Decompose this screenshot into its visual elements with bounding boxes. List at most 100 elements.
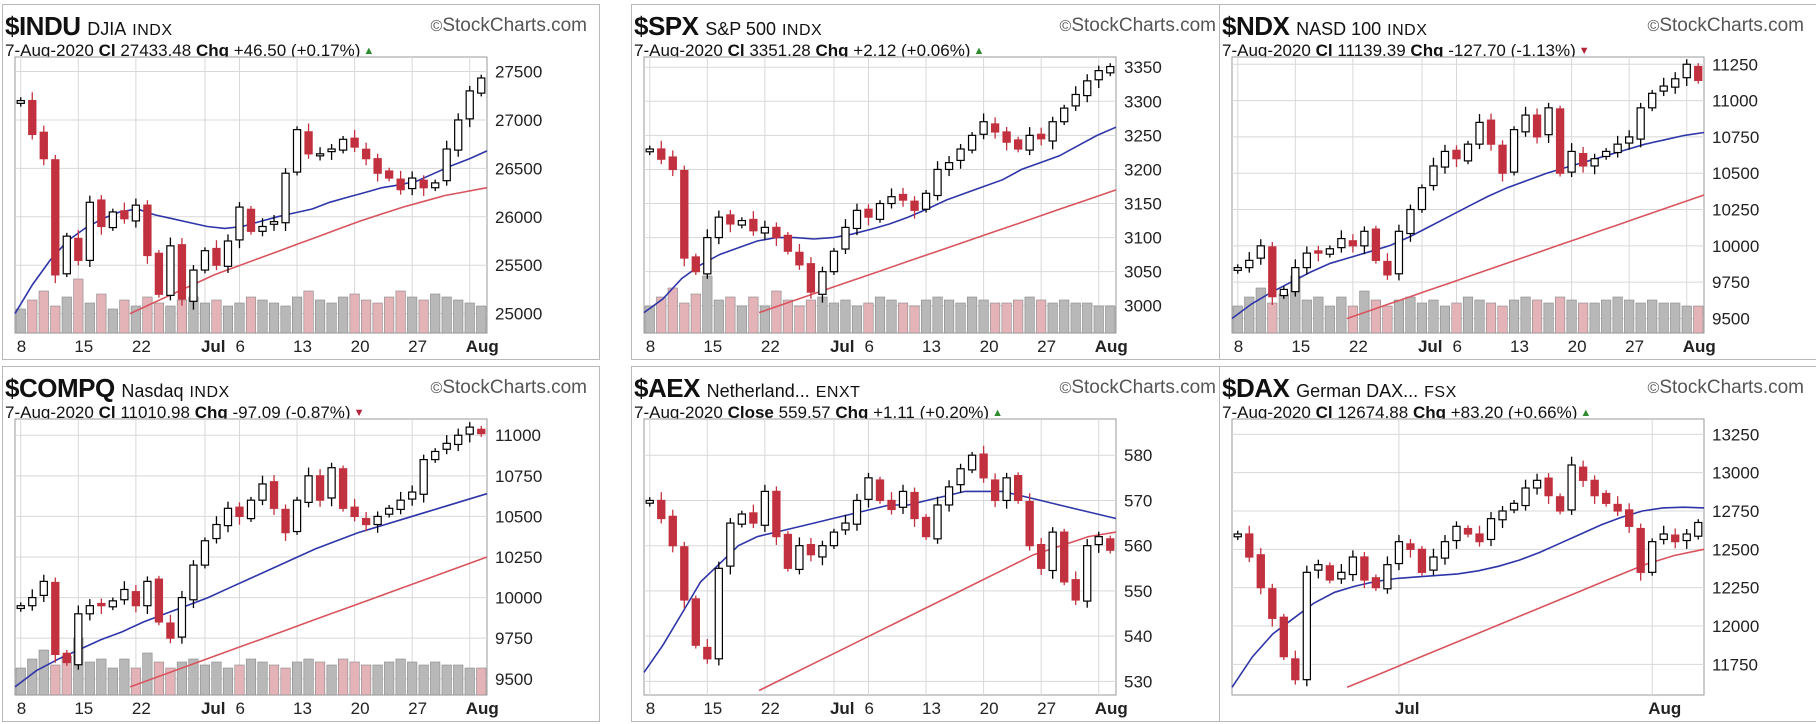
volume-bar bbox=[944, 299, 955, 334]
volume-bar bbox=[84, 661, 95, 696]
candle-body bbox=[956, 148, 965, 162]
candle-body bbox=[841, 226, 850, 250]
stat-date: 7-Aug-2020 bbox=[5, 403, 99, 422]
volume-bar bbox=[1347, 305, 1358, 334]
volume-bar bbox=[1670, 302, 1681, 334]
candle-body bbox=[806, 543, 816, 556]
candle-body bbox=[327, 467, 336, 499]
volume-bar bbox=[326, 664, 337, 696]
brand-text: StockCharts.com bbox=[1659, 15, 1804, 36]
y-tick-label: 11000 bbox=[1712, 92, 1758, 111]
volume-bar bbox=[1278, 293, 1289, 334]
volume-bar bbox=[349, 293, 360, 334]
candle-body bbox=[269, 221, 279, 225]
candle-body bbox=[1544, 107, 1553, 136]
chart-panel-aex[interactable]: $AEX Netherland... ENXT ©StockCharts.com … bbox=[631, 366, 1229, 722]
x-tick-label: 20 bbox=[351, 699, 370, 718]
volume-bar bbox=[96, 658, 107, 696]
x-tick-label: Jul bbox=[201, 699, 226, 718]
volume-bar bbox=[38, 290, 49, 334]
volume-bar bbox=[1313, 296, 1324, 334]
volume-bar bbox=[176, 661, 187, 696]
candle-body bbox=[235, 506, 244, 518]
candle-body bbox=[281, 508, 290, 534]
y-tick-label: 9750 bbox=[1712, 273, 1750, 292]
chart-panel-ndx[interactable]: $NDX NASD 100 INDX ©StockCharts.com 7-Aug… bbox=[1219, 4, 1816, 360]
x-tick-label: 27 bbox=[1037, 337, 1056, 356]
plot-frame bbox=[643, 56, 1117, 334]
volume-bar bbox=[464, 667, 475, 696]
close-value: 11010.98 bbox=[120, 403, 195, 422]
candle-body bbox=[419, 458, 428, 495]
x-tick-label: 22 bbox=[1349, 337, 1368, 356]
volume-bar bbox=[1382, 305, 1393, 334]
candle-body bbox=[1406, 208, 1415, 235]
volume-bar bbox=[1589, 302, 1600, 334]
y-tick-label: 3350 bbox=[1124, 58, 1162, 77]
candle-body bbox=[281, 172, 290, 224]
candle-body bbox=[177, 596, 187, 638]
symbol: $DAX German DAX... FSX bbox=[1222, 373, 1457, 404]
candle-body bbox=[829, 250, 839, 273]
chart-panel-indu[interactable]: $INDU DJIA INDX ©StockCharts.com 7-Aug-20… bbox=[2, 4, 600, 360]
candle-body bbox=[1037, 543, 1046, 569]
chart-panel-spx[interactable]: $SPX S&P 500 INDX ©StockCharts.com 7-Aug-… bbox=[631, 4, 1229, 360]
candle-body bbox=[1071, 579, 1080, 601]
exchange: INDX bbox=[189, 384, 230, 401]
volume-bar bbox=[464, 302, 475, 334]
candle-body bbox=[1648, 541, 1657, 573]
candle-body bbox=[967, 454, 977, 471]
volume-bar bbox=[1024, 296, 1035, 334]
candle-body bbox=[327, 148, 336, 153]
volume-bar bbox=[874, 296, 886, 334]
volume-bar bbox=[1059, 299, 1070, 334]
volume-bar bbox=[476, 305, 487, 334]
candle-body bbox=[944, 162, 954, 171]
chart-panel-dax[interactable]: $DAX German DAX... FSX ©StockCharts.com 7… bbox=[1219, 366, 1816, 722]
volume-bar bbox=[407, 296, 418, 334]
candle-body bbox=[657, 148, 666, 160]
volume-bar bbox=[27, 299, 38, 334]
x-tick-label: 27 bbox=[408, 337, 427, 356]
candle-body bbox=[887, 499, 896, 511]
candle-body bbox=[1233, 267, 1242, 271]
y-tick-label: 13250 bbox=[1712, 425, 1759, 444]
volume-bar bbox=[280, 305, 291, 334]
candle-body bbox=[910, 200, 919, 211]
symbol-name: DJIA bbox=[87, 19, 127, 39]
candle-body bbox=[1071, 93, 1080, 107]
brand-text: StockCharts.com bbox=[1659, 377, 1804, 398]
candle-body bbox=[1268, 588, 1277, 619]
volume-bar bbox=[1428, 299, 1439, 334]
candle-body bbox=[1083, 80, 1092, 97]
plot-area: 3000 3050 3100 3150 3200 3250 3300 3350 8 15 22 Jul… bbox=[643, 56, 1162, 356]
y-tick-label: 580 bbox=[1124, 446, 1152, 465]
candle-body bbox=[852, 209, 862, 230]
volume-bar bbox=[303, 290, 314, 334]
symbol-name: S&P 500 bbox=[705, 19, 776, 39]
change-label: Chg bbox=[1412, 403, 1451, 422]
change-label: Chg bbox=[835, 403, 874, 422]
x-tick-label: 8 bbox=[1234, 337, 1243, 356]
chart-panel-compq[interactable]: $COMPQ Nasdaq INDX ©StockCharts.com 7-Aug… bbox=[2, 366, 600, 722]
candle-body bbox=[97, 602, 106, 607]
candle-body bbox=[350, 137, 359, 148]
candle-body bbox=[1509, 502, 1519, 511]
candle-body bbox=[384, 507, 394, 515]
candle-body bbox=[714, 567, 723, 660]
candle-body bbox=[292, 499, 302, 533]
x-tick-label: 27 bbox=[408, 699, 427, 718]
candle-body bbox=[1659, 85, 1668, 92]
candle-body bbox=[431, 182, 440, 189]
y-tick-label: 540 bbox=[1124, 627, 1152, 646]
candle-body bbox=[1555, 108, 1565, 174]
y-tick-label: 560 bbox=[1124, 537, 1152, 556]
brand-text: StockCharts.com bbox=[1071, 377, 1216, 398]
price-stats: 7-Aug-2020 Cl 27433.48 Chg +46.50 (+0.17… bbox=[5, 41, 374, 61]
candle-body bbox=[258, 483, 267, 501]
volume-bar bbox=[96, 293, 107, 334]
volume-bar bbox=[245, 296, 257, 334]
candle-body bbox=[1302, 571, 1311, 681]
candle-body bbox=[749, 512, 758, 524]
volume-bar bbox=[15, 308, 26, 334]
